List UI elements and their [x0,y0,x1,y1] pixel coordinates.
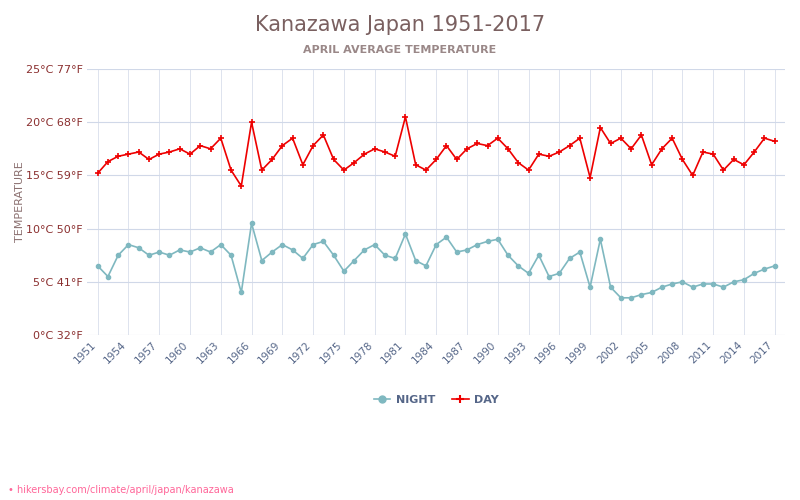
Text: APRIL AVERAGE TEMPERATURE: APRIL AVERAGE TEMPERATURE [303,45,497,55]
Y-axis label: TEMPERATURE: TEMPERATURE [15,162,25,242]
Text: Kanazawa Japan 1951-2017: Kanazawa Japan 1951-2017 [255,15,545,35]
Legend: NIGHT, DAY: NIGHT, DAY [369,390,503,409]
Text: • hikersbay.com/climate/april/japan/kanazawa: • hikersbay.com/climate/april/japan/kana… [8,485,234,495]
